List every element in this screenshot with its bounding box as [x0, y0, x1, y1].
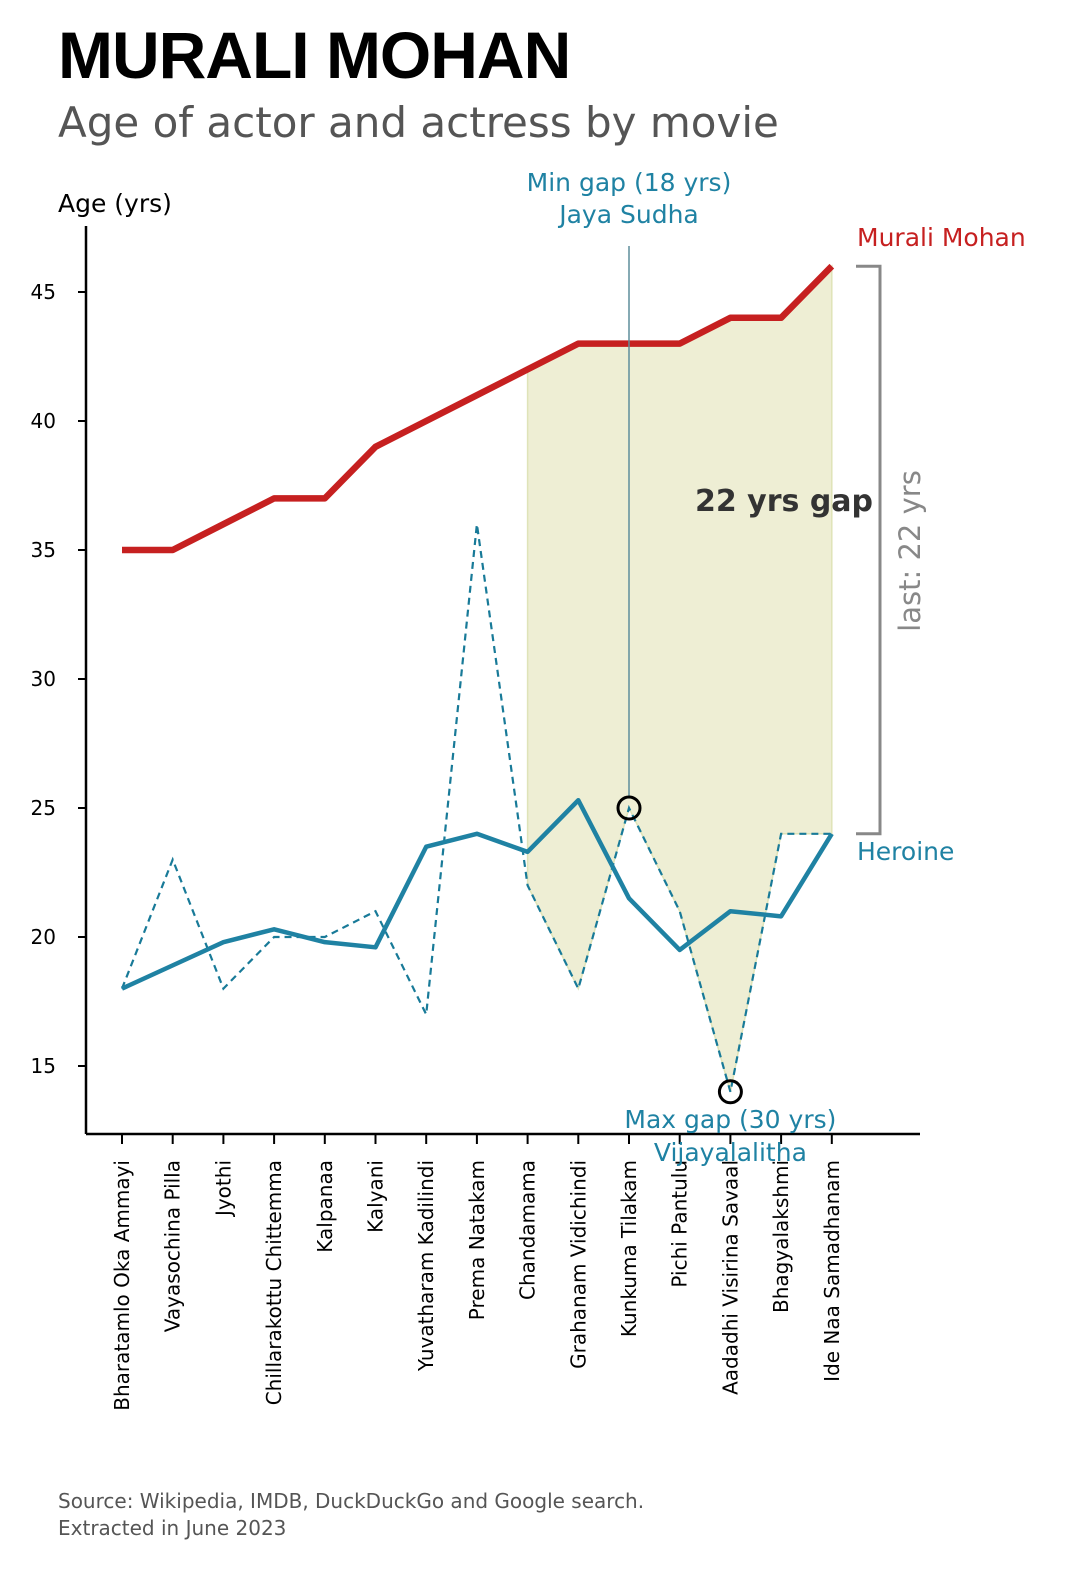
x-tick-label: Kalyani [364, 1160, 388, 1233]
chart-title: MURALI MOHAN [58, 18, 571, 92]
actor-line [122, 263, 835, 554]
max-gap-label: Max gap (30 yrs) [624, 1105, 836, 1134]
x-tick-label: Bharatamlo Oka Ammayi [110, 1160, 134, 1411]
x-tick-label: Vayasochina Pilla [161, 1160, 185, 1332]
x-tick-label: Grahanam Vidichindi [566, 1160, 590, 1369]
x-tick-label: Jyothi [211, 1160, 235, 1218]
x-tick-label: Pichi Pantulu [668, 1160, 692, 1288]
x-tick-label: Ide Naa Samadhanam [820, 1160, 844, 1382]
series-layer [120, 263, 835, 1093]
x-tick-label: Kunkuma Tilakam [617, 1160, 641, 1337]
line-chart: Age (yrs) 15 20 25 30 35 40 45 Bharatamlo Oka A… [31, 168, 1026, 1411]
heroine-line [121, 798, 834, 991]
min-gap-label: Min gap (18 yrs) [527, 168, 732, 197]
y-tick-label: 15 [31, 1054, 56, 1078]
min-gap-name: Jaya Sudha [557, 200, 699, 229]
gap-shading-layer [526, 264, 833, 1093]
x-tick-label: Chillarakottu Chittemma [262, 1160, 286, 1405]
tick-layer: 15 20 25 30 35 40 45 Bharatamlo Oka Ammayi Vayas… [31, 280, 844, 1411]
x-tick-label: Bhagyalakshmi [769, 1160, 793, 1313]
max-gap-name: Vijayalalitha [654, 1138, 807, 1167]
gap-label: 22 yrs gap [695, 484, 873, 519]
annotation-layer: Murali Mohan Heroine 22 yrs gap last: 22… [527, 168, 1026, 1167]
y-tick-label: 45 [31, 280, 56, 304]
y-axis-label: Age (yrs) [58, 189, 172, 218]
extraction-date: Extracted in June 2023 [58, 1516, 287, 1540]
y-tick-label: 35 [31, 538, 56, 562]
series-label-heroine: Heroine [857, 837, 954, 866]
last-gap-label: last: 22 yrs [893, 470, 927, 632]
source-line: Source: Wikipedia, IMDB, DuckDuckGo and … [58, 1489, 645, 1513]
y-tick-label: 20 [31, 925, 56, 949]
gap-shading [526, 264, 833, 1093]
heroine-actual-dashed-line [120, 524, 832, 1093]
x-tick-label: Chandamama [516, 1160, 540, 1300]
min-gap-marker [616, 795, 642, 821]
x-tick-label: Yuvatharam Kadilindi [414, 1160, 438, 1372]
max-gap-marker [717, 1079, 743, 1105]
x-tick-label: Kalpanaa [313, 1160, 337, 1253]
chart-subtitle: Age of actor and actress by movie [58, 98, 779, 147]
series-label-actor: Murali Mohan [857, 223, 1026, 252]
source-note: Source: Wikipedia, IMDB, DuckDuckGo and … [58, 1488, 644, 1542]
y-tick-label: 40 [31, 409, 56, 433]
last-gap-bracket [856, 264, 882, 836]
x-tick-label: Aadadhi Visirina Savaal [718, 1160, 742, 1395]
y-tick-label: 30 [31, 667, 56, 691]
x-tick-label: Prema Natakam [465, 1160, 489, 1320]
y-tick-label: 25 [31, 796, 56, 820]
